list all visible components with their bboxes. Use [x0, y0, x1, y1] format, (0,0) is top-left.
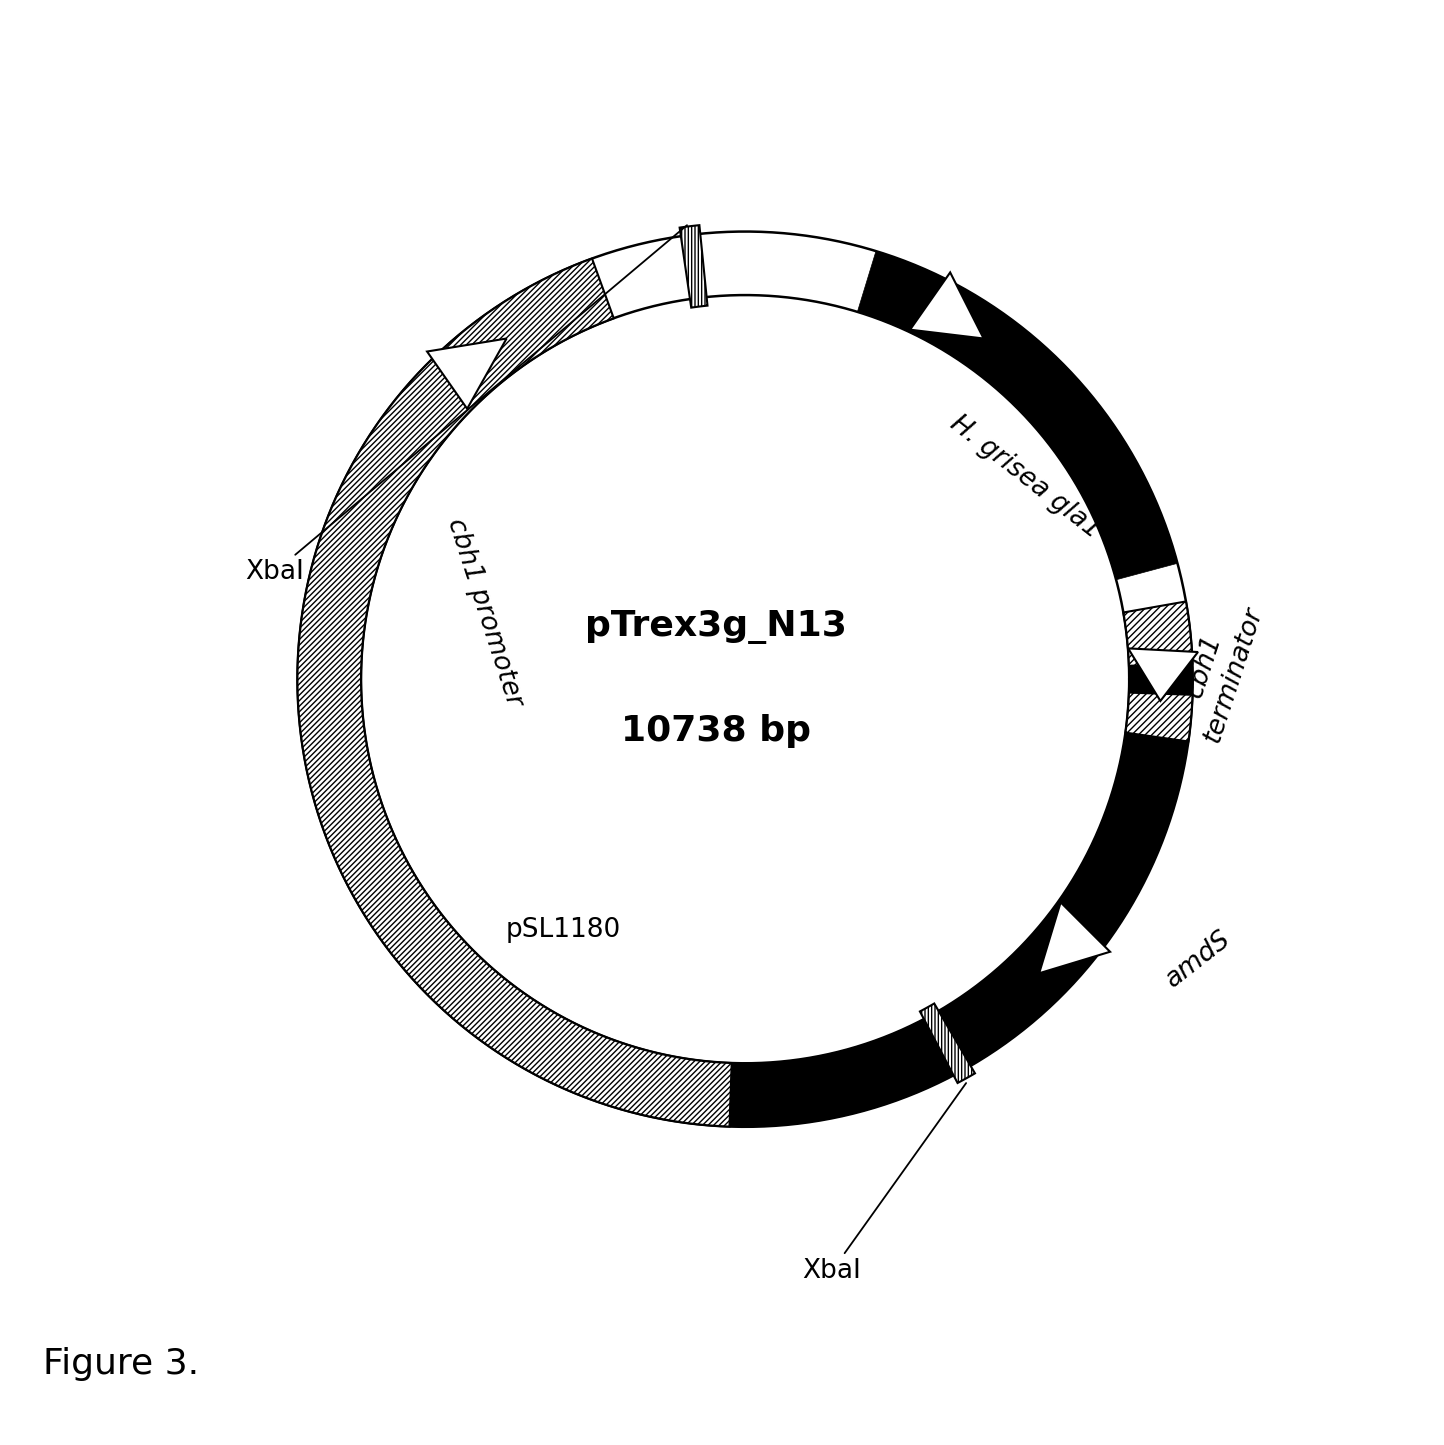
Polygon shape — [297, 259, 732, 1127]
Polygon shape — [858, 251, 1177, 579]
Text: cbh1
terminator: cbh1 terminator — [1170, 595, 1268, 746]
Polygon shape — [1040, 902, 1110, 974]
Polygon shape — [680, 225, 708, 308]
Polygon shape — [729, 733, 1188, 1127]
Text: XbaI: XbaI — [803, 1084, 966, 1285]
Polygon shape — [1129, 663, 1193, 695]
Polygon shape — [910, 273, 983, 338]
Text: XbaI: XbaI — [245, 225, 687, 585]
Text: 10738 bp: 10738 bp — [621, 714, 812, 749]
Polygon shape — [427, 338, 507, 409]
Polygon shape — [1128, 649, 1199, 701]
Text: Figure 3.: Figure 3. — [43, 1347, 199, 1380]
Text: cbh1 promoter: cbh1 promoter — [442, 516, 529, 709]
Polygon shape — [1123, 601, 1193, 666]
Text: H. grisea gla1: H. grisea gla1 — [944, 410, 1106, 543]
Text: pSL1180: pSL1180 — [505, 918, 621, 944]
Text: amdS: amdS — [1161, 926, 1236, 993]
Text: pTrex3g_N13: pTrex3g_N13 — [585, 610, 848, 644]
Polygon shape — [920, 1003, 975, 1082]
Polygon shape — [1125, 692, 1193, 741]
